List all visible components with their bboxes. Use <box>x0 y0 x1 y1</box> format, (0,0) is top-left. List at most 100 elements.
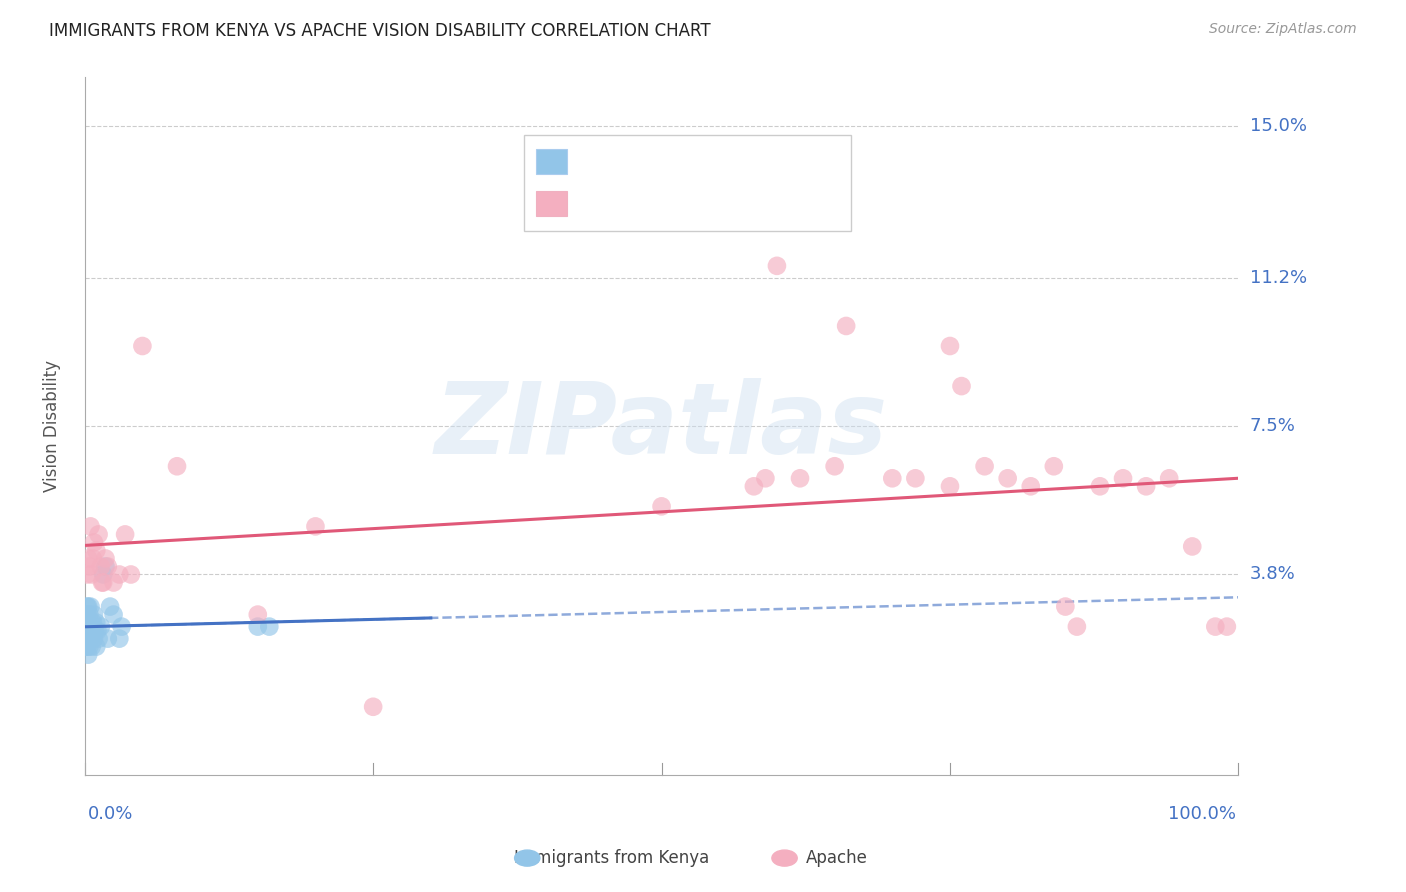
Point <box>789 471 811 485</box>
Point <box>77 599 100 614</box>
Point <box>882 471 904 485</box>
Y-axis label: Vision Disability: Vision Disability <box>44 360 60 492</box>
Point <box>824 459 846 474</box>
Point <box>259 619 281 633</box>
Text: IMMIGRANTS FROM KENYA VS APACHE VISION DISABILITY CORRELATION CHART: IMMIGRANTS FROM KENYA VS APACHE VISION D… <box>49 22 711 40</box>
Point <box>939 479 962 493</box>
Text: 0.0%: 0.0% <box>87 805 134 823</box>
Point <box>1216 619 1239 633</box>
Point <box>94 559 117 574</box>
Text: 15.0%: 15.0% <box>1250 117 1306 135</box>
Point <box>76 632 98 646</box>
Point <box>76 599 98 614</box>
Point <box>361 699 384 714</box>
Point <box>83 632 105 646</box>
Point <box>754 471 776 485</box>
Point <box>86 624 108 638</box>
Point <box>950 379 973 393</box>
Point <box>77 632 100 646</box>
Point <box>76 640 98 654</box>
Text: 11.2%: 11.2% <box>1250 268 1306 287</box>
Point <box>1054 599 1077 614</box>
Text: Source: ZipAtlas.com: Source: ZipAtlas.com <box>1209 22 1357 37</box>
Point <box>131 339 153 353</box>
Text: 3.8%: 3.8% <box>1250 566 1295 583</box>
Point <box>79 632 101 646</box>
Point <box>98 599 121 614</box>
Point <box>83 535 105 549</box>
Point <box>1066 619 1088 633</box>
Point <box>84 640 107 654</box>
Point <box>904 471 927 485</box>
Point <box>114 527 136 541</box>
Point <box>246 619 269 633</box>
Point <box>75 624 97 638</box>
Point <box>103 607 125 622</box>
Point <box>120 567 142 582</box>
Text: 100.0%: 100.0% <box>1167 805 1236 823</box>
Point <box>1181 540 1204 554</box>
Point <box>79 624 101 638</box>
Point <box>91 575 114 590</box>
Point <box>79 607 101 622</box>
Point <box>1019 479 1042 493</box>
Point <box>90 619 112 633</box>
Point <box>91 575 114 590</box>
Point <box>84 624 107 638</box>
Point <box>246 607 269 622</box>
Point <box>103 575 125 590</box>
Point <box>76 619 98 633</box>
Point <box>75 640 97 654</box>
Point <box>87 527 110 541</box>
Point <box>997 471 1019 485</box>
Point <box>82 551 104 566</box>
Point <box>973 459 995 474</box>
Point <box>80 624 103 638</box>
Point <box>651 500 673 514</box>
Point <box>97 632 120 646</box>
Point <box>80 567 103 582</box>
Point <box>1043 459 1066 474</box>
Point <box>835 318 858 333</box>
Point <box>79 519 101 533</box>
Point <box>97 559 120 574</box>
Point <box>75 632 97 646</box>
Point <box>77 615 100 630</box>
Point <box>79 559 101 574</box>
Point <box>82 615 104 630</box>
Text: Apache: Apache <box>806 849 868 867</box>
Point <box>111 619 134 633</box>
Text: Immigrants from Kenya: Immigrants from Kenya <box>515 849 709 867</box>
Point <box>1159 471 1181 485</box>
Text: 7.5%: 7.5% <box>1250 417 1295 435</box>
Point <box>766 259 789 273</box>
Point <box>1135 479 1157 493</box>
Point <box>75 615 97 630</box>
Point <box>1204 619 1226 633</box>
Point <box>108 567 131 582</box>
Point <box>79 640 101 654</box>
Point <box>84 615 107 630</box>
Point <box>742 479 765 493</box>
Point <box>77 648 100 662</box>
Point <box>80 640 103 654</box>
Point <box>304 519 326 533</box>
Text: ZIPatlas: ZIPatlas <box>434 377 889 475</box>
Point <box>87 632 110 646</box>
Point <box>1112 471 1135 485</box>
Point <box>94 551 117 566</box>
Point <box>939 339 962 353</box>
Text: R = 0.037   N = 38: R = 0.037 N = 38 <box>578 153 748 170</box>
Point <box>108 632 131 646</box>
Point <box>91 567 114 582</box>
Point <box>79 599 101 614</box>
Point <box>90 559 112 574</box>
Point <box>84 543 107 558</box>
Point <box>83 607 105 622</box>
Point <box>1088 479 1111 493</box>
Point <box>76 567 98 582</box>
Point <box>77 551 100 566</box>
Text: R = 0.299   N = 48: R = 0.299 N = 48 <box>578 194 748 213</box>
Point <box>76 607 98 622</box>
Point <box>166 459 188 474</box>
